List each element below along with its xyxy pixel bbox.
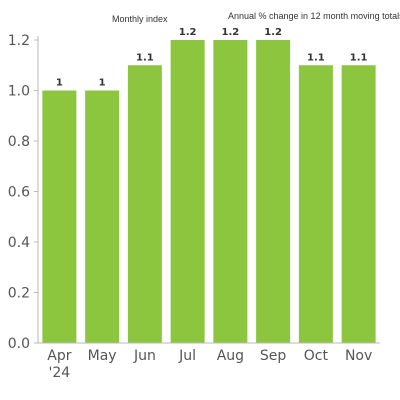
x-axis: Apr '24 May Jun Jul Aug Sep Oct Nov bbox=[38, 342, 380, 381]
bar bbox=[170, 40, 205, 343]
y-axis: 0.0 0.2 0.4 0.6 0.8 1.0 1.2 bbox=[8, 33, 39, 352]
bar bbox=[256, 40, 291, 343]
header-left-label: Monthly index bbox=[112, 14, 168, 24]
x-tick-label: Oct bbox=[304, 348, 329, 364]
y-tick-label: 1.0 bbox=[8, 84, 30, 100]
y-tick-label: 0.2 bbox=[8, 286, 30, 302]
bar bbox=[213, 40, 248, 343]
bar bbox=[341, 65, 376, 343]
y-tick-label: 0.6 bbox=[8, 185, 30, 201]
data-label: 1.2 bbox=[264, 27, 282, 38]
data-label: 1 bbox=[99, 78, 106, 89]
bar bbox=[298, 65, 333, 343]
bar bbox=[42, 90, 77, 343]
x-tick-label: Aug bbox=[217, 348, 244, 364]
x-tick-label: Jun bbox=[133, 348, 156, 364]
data-label: 1 bbox=[56, 78, 63, 89]
y-tick-label: 0.0 bbox=[8, 336, 30, 352]
bar bbox=[127, 65, 162, 343]
y-tick-label: 1.2 bbox=[8, 33, 30, 49]
x-tick-label: Jul bbox=[178, 348, 196, 364]
data-labels: 1 1 1.1 1.2 1.2 1.2 1.1 1.1 bbox=[56, 27, 368, 89]
data-label: 1.1 bbox=[307, 52, 325, 63]
x-tick-label: May bbox=[88, 348, 117, 364]
x-tick-label: Apr '24 bbox=[47, 348, 71, 381]
y-tick-label: 0.8 bbox=[8, 134, 30, 150]
data-label: 1.2 bbox=[179, 27, 197, 38]
data-label: 1.1 bbox=[136, 52, 154, 63]
y-tick-label: 0.4 bbox=[8, 235, 30, 251]
x-tick-label: Nov bbox=[345, 348, 372, 364]
bar bbox=[85, 90, 120, 343]
header-right-label: Annual % change in 12 month moving total… bbox=[228, 11, 400, 21]
x-tick-label: Sep bbox=[260, 348, 287, 364]
bars bbox=[42, 40, 376, 343]
data-label: 1.2 bbox=[222, 27, 240, 38]
data-label: 1.1 bbox=[350, 52, 368, 63]
